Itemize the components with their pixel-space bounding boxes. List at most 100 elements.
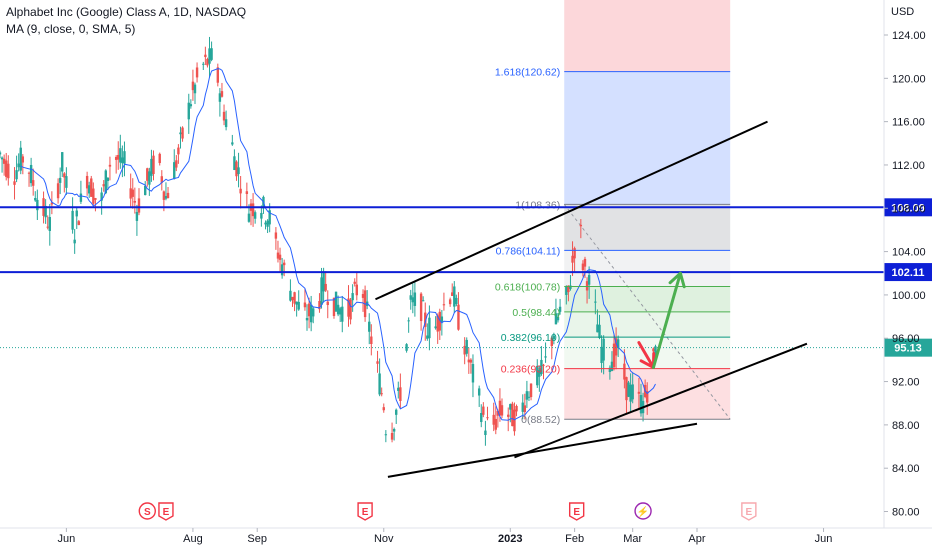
candle-body [65, 176, 68, 188]
fib-zone [564, 204, 731, 251]
candle-body [529, 383, 533, 398]
candle-body [610, 361, 614, 371]
event-badge-label: ⚡ [637, 505, 649, 518]
candle-body [2, 158, 6, 164]
candle-body [218, 93, 222, 102]
event-badge[interactable]: ⚡ [634, 502, 652, 520]
candle-body [631, 384, 634, 400]
current-price-label: 95.13 [894, 343, 922, 355]
candle-body [347, 298, 350, 317]
candle-body [421, 300, 425, 302]
event-badge[interactable]: E [741, 502, 757, 521]
trend-line-base-line[interactable] [387, 422, 698, 478]
candle-body [480, 413, 483, 423]
candle-body [90, 178, 93, 197]
candle-body [34, 198, 37, 201]
candle-body [652, 348, 655, 352]
candle-body [515, 405, 518, 412]
price-level-tag-label: 108.09 [891, 202, 925, 214]
price-tick-label: 116.00 [892, 117, 925, 129]
candle-body [573, 248, 576, 259]
candle-body [48, 217, 51, 231]
candle-body [380, 393, 383, 395]
time-tick-label: Jun [815, 533, 833, 545]
candle-body [189, 104, 193, 107]
candle-body [102, 184, 105, 187]
candle-body [353, 281, 356, 284]
candle-body [235, 161, 238, 177]
candle-body [150, 158, 153, 176]
candle-body [411, 297, 415, 303]
candle-body [451, 292, 454, 296]
price-level-tag-label: 102.11 [891, 267, 924, 279]
candle-body [50, 202, 54, 205]
event-badge[interactable]: E [158, 502, 174, 521]
event-badge-shape [741, 502, 757, 521]
candle-body [542, 364, 545, 366]
candle-body [0, 152, 2, 155]
candle-body [482, 406, 485, 415]
candle-body [540, 359, 543, 375]
event-badge[interactable]: S [138, 502, 156, 520]
candle-body [31, 180, 35, 186]
arrow-shaft [651, 271, 682, 369]
candle-body [179, 132, 182, 135]
candle-body [492, 414, 495, 425]
trend-line-channel-upper[interactable] [375, 120, 768, 301]
time-tick-label: Aug [183, 533, 203, 545]
candle-body [455, 297, 458, 305]
candle-body [428, 317, 431, 339]
currency-label: USD [891, 6, 915, 18]
candle-body [148, 171, 151, 185]
candle-body [511, 403, 514, 427]
arrow-green-rise[interactable] [651, 271, 686, 369]
fib-level-label: 0(88.52) [521, 414, 560, 426]
fib-zone [564, 71, 731, 205]
candle-body [117, 154, 120, 160]
candle-body [289, 290, 292, 301]
candle-body [594, 301, 597, 303]
candle-body [27, 172, 31, 174]
candle-body [382, 407, 385, 411]
event-badge-shape [634, 502, 652, 520]
candle-body [390, 432, 394, 440]
candle-body [216, 67, 220, 83]
candle-body [204, 54, 207, 58]
candle-body [94, 198, 97, 200]
candle-body [231, 142, 234, 145]
trend-line-channel-lower[interactable] [514, 342, 808, 459]
candle-body [598, 324, 601, 339]
candle-body [627, 382, 630, 397]
candle-body [538, 369, 541, 377]
candle-body [397, 387, 400, 391]
event-badge[interactable]: E [568, 502, 585, 521]
candle-body [395, 409, 398, 415]
candle-body [616, 339, 620, 349]
candle-body [438, 311, 441, 331]
time-tick-label: 2023 [498, 533, 522, 545]
candle-body [17, 163, 20, 168]
candle-body [407, 320, 410, 322]
price-tick-label: 104.00 [892, 247, 926, 259]
candle-body [596, 324, 599, 333]
candle-body [75, 210, 78, 217]
price-tick-label: 96.00 [892, 333, 920, 345]
event-badge-shape [568, 502, 585, 521]
fib-level-label: 0.236(93.20) [501, 364, 561, 376]
time-tick-label: Apr [688, 533, 705, 545]
candle-body [544, 356, 547, 358]
candle-body [46, 226, 49, 228]
candle-body [260, 212, 263, 219]
event-badge[interactable]: E [357, 502, 373, 521]
candle-body [245, 191, 249, 194]
candle-body [361, 294, 365, 298]
candle-body [639, 395, 643, 414]
candle-body [61, 152, 64, 172]
candle-body [336, 304, 340, 315]
candle-body [222, 111, 226, 121]
time-tick-label: Mar [623, 533, 642, 545]
candle-body [486, 417, 489, 419]
candle-body [19, 147, 22, 171]
